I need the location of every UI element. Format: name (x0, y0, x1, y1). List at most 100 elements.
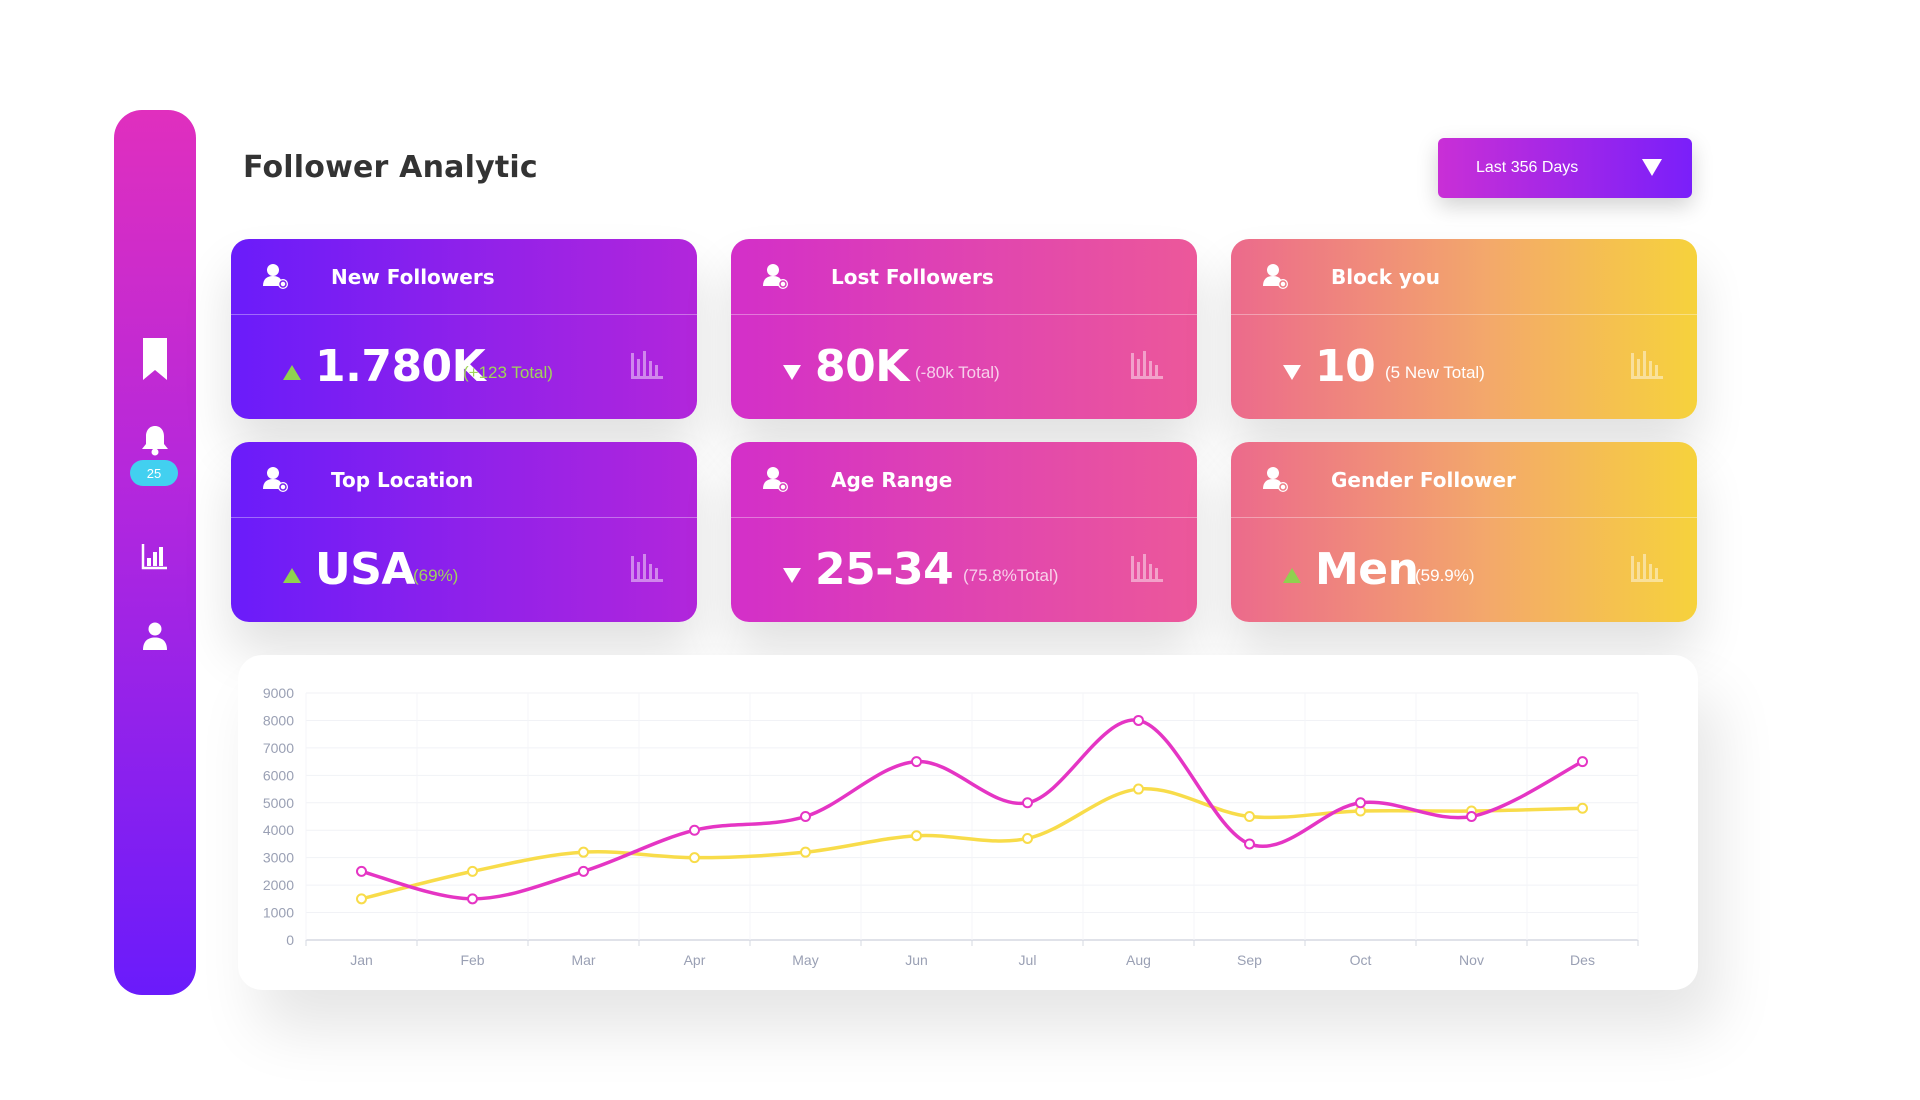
y-tick-label: 2000 (263, 877, 294, 893)
user-icon (143, 622, 167, 650)
data-point (1244, 811, 1255, 822)
card-subtext: (-80k Total) (915, 363, 1000, 382)
user-add-icon (1263, 263, 1288, 289)
stat-card-gender-follower[interactable]: Gender Follower Men (59.9%) (1231, 442, 1697, 622)
data-point (911, 830, 922, 842)
user-add-icon (763, 466, 788, 492)
stat-card-new-followers[interactable]: New Followers 1.780K (+123 Total) (231, 239, 697, 419)
stat-card-block-you[interactable]: Block you 10 (5 New Total) (1231, 239, 1697, 419)
x-tick-label: Aug (1126, 952, 1151, 968)
y-tick-label: 0 (286, 932, 294, 948)
user-add-icon (263, 263, 288, 289)
x-tick-label: Oct (1350, 952, 1372, 968)
bar-chart-icon (631, 351, 663, 379)
data-point (800, 811, 811, 822)
card-value: USA (315, 544, 415, 595)
y-tick-label: 4000 (263, 822, 294, 838)
date-range-dropdown[interactable]: Last 356 Days (1438, 138, 1692, 198)
caret-down-icon (1642, 159, 1662, 176)
user-add-icon (263, 466, 288, 492)
card-label: Age Range (831, 467, 953, 492)
x-tick-label: Jan (350, 952, 373, 968)
y-tick-label: 6000 (263, 767, 294, 783)
x-tick-label: Mar (571, 952, 595, 968)
bar-chart-icon (1631, 351, 1663, 379)
card-value: Men (1315, 544, 1419, 595)
data-point (1133, 714, 1144, 726)
notification-badge: 25 (130, 460, 178, 486)
data-point (467, 893, 478, 905)
data-point (467, 865, 478, 877)
stat-card-top-location[interactable]: Top Location USA (69%) (231, 442, 697, 622)
x-tick-label: Feb (460, 952, 484, 968)
data-point (578, 865, 589, 877)
x-tick-label: Apr (684, 952, 706, 968)
card-label: Block you (1331, 264, 1440, 289)
card-subtext: (5 New Total) (1385, 363, 1485, 382)
stat-card-age-range[interactable]: Age Range 25-34 (75.8%Total) (731, 442, 1197, 622)
card-label: Gender Follower (1331, 467, 1516, 492)
card-subtext: (+123 Total) (463, 363, 553, 382)
sidebar-item-analytics[interactable] (114, 542, 196, 570)
data-point (800, 846, 811, 858)
data-point (1022, 832, 1033, 844)
x-tick-label: Jul (1019, 952, 1037, 968)
card-label: New Followers (331, 264, 495, 289)
trend-up-icon (283, 568, 301, 583)
x-tick-label: Des (1570, 952, 1595, 968)
user-add-icon (1263, 466, 1288, 492)
page-title: Follower Analytic (243, 150, 538, 185)
data-point (911, 756, 922, 768)
series-line-2 (359, 787, 1585, 901)
trend-up-icon (1283, 568, 1301, 583)
data-point (1355, 797, 1366, 809)
bar-chart-icon (1131, 351, 1163, 379)
sidebar-item-notifications[interactable] (114, 424, 196, 456)
bell-icon (142, 426, 168, 456)
data-point (1577, 802, 1588, 814)
bar-chart-icon (1631, 554, 1663, 582)
data-point (1577, 756, 1588, 768)
data-point (689, 852, 700, 864)
trend-down-icon (783, 365, 801, 380)
trend-up-icon (283, 365, 301, 380)
data-point (356, 893, 367, 905)
data-point (356, 865, 367, 877)
card-value: 80K (815, 341, 909, 392)
bar-chart-icon (631, 554, 663, 582)
follower-line-chart: 0 1000 2000 3000 4000 5000 6000 7000 8000 9000 Jan… (238, 655, 1698, 990)
y-tick-label: 3000 (263, 850, 294, 866)
card-label: Top Location (331, 467, 474, 492)
y-tick-label: 1000 (263, 905, 294, 921)
data-point (1466, 811, 1477, 822)
x-tick-label: Nov (1459, 952, 1484, 968)
data-point (689, 824, 700, 836)
data-point (1022, 797, 1033, 809)
bar-chart-icon (1131, 554, 1163, 582)
x-tick-label: Sep (1237, 952, 1262, 968)
sidebar: 25 (114, 110, 196, 995)
data-point (1133, 783, 1144, 795)
user-add-icon (763, 263, 788, 289)
card-value: 10 (1315, 341, 1376, 392)
y-tick-label: 8000 (263, 712, 294, 728)
y-tick-label: 9000 (263, 685, 294, 701)
x-tick-label: Jun (905, 952, 928, 968)
trend-down-icon (783, 568, 801, 583)
bar-chart-icon (141, 544, 167, 570)
card-label: Lost Followers (831, 264, 994, 289)
card-subtext: (59.9%) (1415, 566, 1475, 585)
bookmark-icon (143, 338, 167, 380)
stat-card-lost-followers[interactable]: Lost Followers 80K (-80k Total) (731, 239, 1197, 419)
card-value: 25-34 (815, 544, 954, 595)
sidebar-item-profile[interactable] (114, 622, 196, 650)
card-subtext: (69%) (413, 566, 459, 585)
date-range-value: Last 356 Days (1476, 159, 1579, 176)
y-tick-label: 5000 (263, 795, 294, 811)
data-point (1244, 838, 1255, 850)
card-value: 1.780K (315, 341, 486, 392)
x-tick-label: May (792, 952, 818, 968)
trend-down-icon (1283, 365, 1301, 380)
sidebar-item-bookmark[interactable] (114, 338, 196, 380)
chart-canvas: 0 1000 2000 3000 4000 5000 6000 7000 8000 9000 Jan… (263, 685, 1639, 968)
